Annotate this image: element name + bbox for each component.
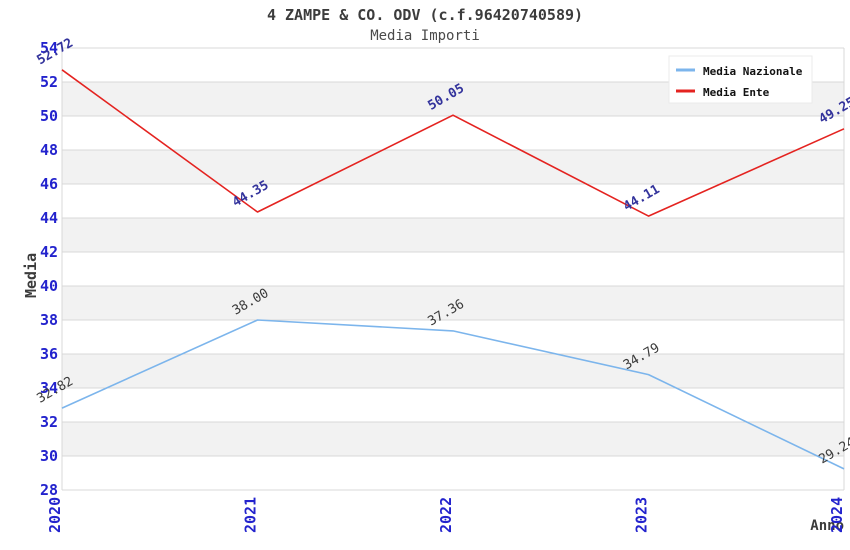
y-tick-label: 44: [40, 209, 58, 227]
plot-area: 28 30 32 34 36 38 40 42 44 46 48 50 52 54 2020 2021 2022…: [35, 36, 850, 533]
series-line-media-ente: [61, 69, 845, 217]
plot-band: [62, 286, 844, 320]
plot-band: [62, 252, 844, 286]
legend-box: [668, 55, 813, 104]
y-tick-label: 34: [40, 379, 58, 397]
y-tick-label: 46: [40, 175, 58, 193]
y-tick-label: 28: [40, 481, 58, 499]
y-tick-label: 48: [40, 141, 58, 159]
y-tick-label: 52: [40, 73, 58, 91]
legend: Media Nazionale Media Ente: [668, 55, 813, 104]
plot-band: [62, 116, 844, 150]
y-tick-label: 36: [40, 345, 58, 363]
series-line-media-nazionale: [61, 319, 845, 470]
plot-band: [62, 388, 844, 422]
y-tick-label: 30: [40, 447, 58, 465]
chart-title: 4 ZAMPE & CO. ODV (c.f.96420740589): [267, 6, 583, 24]
x-tick-label: 2024: [828, 497, 846, 533]
plot-band: [62, 150, 844, 184]
x-tick-label: 2022: [437, 497, 455, 533]
y-tick-label: 38: [40, 311, 58, 329]
y-axis-title: Media: [22, 253, 40, 298]
plot-band: [62, 422, 844, 456]
plot-band: [62, 218, 844, 252]
plot-band: [62, 320, 844, 354]
plot-band: [62, 184, 844, 218]
chart-subtitle: Media Importi: [370, 28, 480, 44]
y-tick-label: 50: [40, 107, 58, 125]
x-axis-title: Anno: [810, 518, 844, 534]
y-tick-label: 40: [40, 277, 58, 295]
x-tick-label: 2023: [633, 497, 651, 533]
x-tick-label: 2020: [46, 497, 64, 533]
legend-label-media-ente: Media Ente: [703, 86, 770, 99]
plot-band: [62, 354, 844, 388]
y-tick-label: 54: [40, 39, 58, 57]
y-tick-label: 42: [40, 243, 58, 261]
x-tick-label: 2021: [242, 497, 260, 533]
plot-band: [62, 456, 844, 490]
y-tick-label: 32: [40, 413, 58, 431]
legend-label-media-nazionale: Media Nazionale: [703, 65, 803, 78]
